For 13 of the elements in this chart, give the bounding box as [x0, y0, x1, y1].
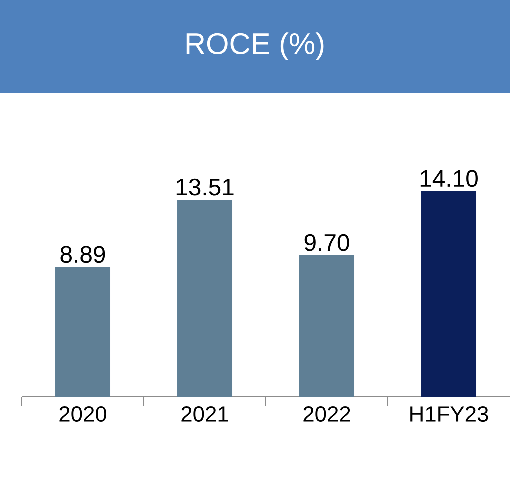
bar — [300, 256, 355, 397]
data-label: 9.70 — [304, 234, 350, 252]
bar — [56, 267, 111, 397]
bar — [178, 200, 233, 397]
chart-title: ROCE (%) — [186, 32, 324, 60]
x-tick-label: H1FY23 — [410, 406, 488, 422]
data-label: 14.10 — [420, 170, 478, 188]
bar — [422, 191, 477, 397]
data-label: 13.51 — [176, 178, 234, 196]
x-tick-label: 2022 — [304, 406, 350, 422]
x-tick-label: 2020 — [60, 406, 107, 422]
data-label: 8.89 — [60, 246, 106, 264]
x-tick-label: 2021 — [182, 406, 228, 422]
